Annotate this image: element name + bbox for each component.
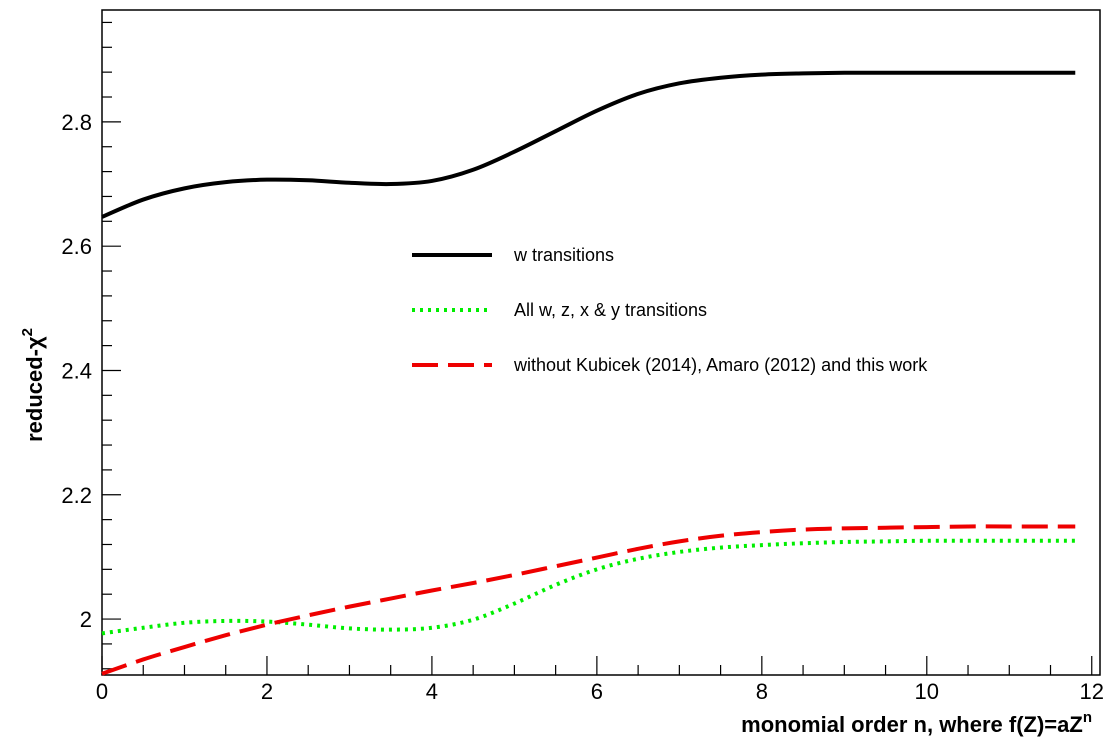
x-tick-label: 10 [915, 679, 939, 704]
y-axis-title-sup: 2 [19, 328, 36, 336]
series-layer [101, 70, 1076, 676]
x-axis-title-sup: n [1083, 709, 1092, 726]
series-line-0 [101, 70, 1076, 219]
x-tick-label: 2 [261, 679, 273, 704]
y-tick-label: 2.8 [61, 110, 92, 135]
x-axis-title: monomial order n, where f(Z)=aZn [741, 709, 1092, 737]
y-axis-title-main: reduced-χ [22, 336, 47, 442]
legend-label-w: w transitions [513, 245, 614, 265]
legend-label-without: without Kubicek (2014), Amaro (2012) and… [513, 355, 928, 375]
legend: w transitions All w, z, x & y transition… [412, 245, 928, 375]
legend-label-all: All w, z, x & y transitions [514, 300, 707, 320]
x-tick-label: 0 [96, 679, 108, 704]
series-line-1 [101, 538, 1076, 636]
x-tick-label: 8 [756, 679, 768, 704]
plot-frame [101, 9, 1101, 676]
axis-tick-labels: 0 2 4 6 8 10 12 2 2.2 2.4 2.6 2.8 [61, 110, 1104, 704]
y-tick-label: 2.6 [61, 234, 92, 259]
axis-ticks [101, 21, 1093, 675]
y-tick-label: 2 [80, 607, 92, 632]
x-tick-label: 12 [1080, 679, 1104, 704]
y-tick-label: 2.4 [61, 358, 92, 383]
x-tick-label: 6 [591, 679, 603, 704]
series-line-2 [101, 524, 1076, 676]
x-axis-title-main: monomial order n, where f(Z)=aZ [741, 712, 1083, 737]
x-tick-label: 4 [426, 679, 438, 704]
y-tick-label: 2.2 [61, 483, 92, 508]
y-axis-title: reduced-χ2 [19, 328, 47, 442]
